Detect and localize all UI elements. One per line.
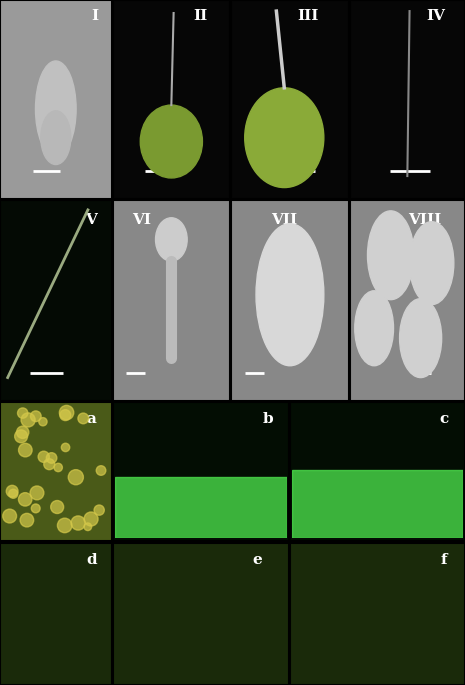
Text: c: c	[439, 412, 449, 426]
FancyBboxPatch shape	[0, 200, 112, 401]
Point	[61, 410, 69, 421]
Text: VII: VII	[271, 213, 297, 227]
Point	[46, 459, 53, 470]
FancyBboxPatch shape	[290, 543, 465, 685]
Ellipse shape	[41, 111, 71, 164]
Point	[54, 462, 62, 473]
Point	[40, 451, 47, 462]
Point	[84, 521, 92, 532]
FancyBboxPatch shape	[231, 0, 349, 199]
Ellipse shape	[410, 222, 454, 305]
Point	[48, 453, 55, 464]
Ellipse shape	[140, 105, 202, 178]
Point	[32, 411, 40, 422]
Point	[10, 488, 17, 499]
Text: IV: IV	[427, 9, 445, 23]
Point	[87, 514, 95, 525]
FancyBboxPatch shape	[350, 200, 465, 401]
FancyBboxPatch shape	[0, 543, 112, 685]
Ellipse shape	[256, 224, 324, 366]
Point	[23, 514, 31, 525]
Point	[6, 510, 13, 521]
Point	[72, 472, 80, 483]
Point	[95, 505, 103, 516]
Point	[80, 413, 87, 424]
Point	[53, 501, 61, 512]
Text: I: I	[91, 9, 99, 23]
Ellipse shape	[355, 290, 393, 366]
Point	[62, 442, 69, 453]
FancyBboxPatch shape	[113, 402, 289, 541]
Point	[97, 465, 105, 476]
Ellipse shape	[399, 299, 442, 377]
FancyBboxPatch shape	[113, 0, 230, 199]
Text: b: b	[263, 412, 273, 426]
FancyBboxPatch shape	[290, 402, 465, 541]
Ellipse shape	[245, 88, 324, 188]
Point	[21, 445, 29, 456]
Point	[24, 414, 32, 425]
Ellipse shape	[367, 211, 414, 299]
Point	[8, 486, 16, 497]
Text: III: III	[297, 9, 318, 23]
Point	[74, 518, 82, 529]
Point	[33, 488, 40, 499]
Point	[32, 503, 40, 514]
Text: V: V	[86, 213, 98, 227]
Text: VIII: VIII	[408, 213, 441, 227]
Point	[21, 494, 29, 505]
Text: VI: VI	[133, 213, 152, 227]
Point	[39, 416, 46, 427]
Point	[17, 431, 25, 442]
Text: II: II	[193, 9, 208, 23]
Text: e: e	[252, 553, 262, 566]
FancyBboxPatch shape	[231, 200, 349, 401]
Point	[63, 407, 70, 418]
Text: d: d	[86, 553, 97, 566]
Bar	[292, 470, 463, 538]
Bar	[115, 477, 287, 538]
Ellipse shape	[35, 61, 76, 157]
FancyBboxPatch shape	[350, 0, 465, 199]
Point	[19, 408, 27, 419]
FancyBboxPatch shape	[113, 543, 289, 685]
Point	[61, 520, 68, 531]
FancyBboxPatch shape	[0, 0, 112, 199]
FancyBboxPatch shape	[0, 402, 112, 541]
Text: f: f	[441, 553, 447, 566]
Text: a: a	[86, 412, 96, 426]
Point	[19, 427, 27, 438]
Ellipse shape	[155, 218, 187, 261]
FancyBboxPatch shape	[113, 200, 230, 401]
